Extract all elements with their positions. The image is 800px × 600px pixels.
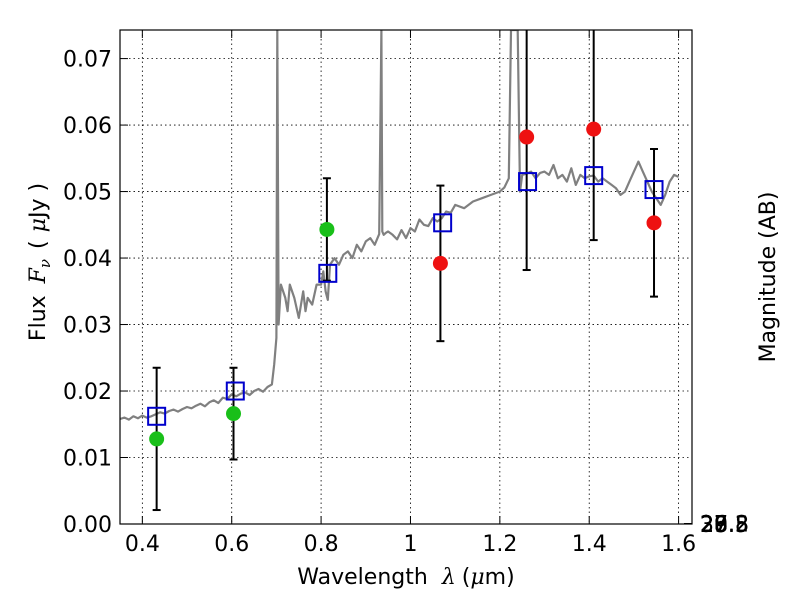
plot-frame — [119, 29, 693, 525]
x-tick-label: 0.4 — [125, 532, 160, 557]
model-photometry-square — [433, 213, 453, 233]
y2-tick-label: 29 — [700, 513, 728, 538]
detection-point — [586, 121, 602, 137]
detection-point — [226, 406, 242, 422]
grid — [120, 30, 692, 524]
detection-point — [432, 255, 448, 271]
y2-tick-label: 27.2 — [700, 513, 749, 538]
x-axis-label-var: λ — [441, 565, 456, 590]
y2-axis-label: Magnitude (AB) — [756, 192, 781, 363]
y-axis-label-open: ( — [26, 240, 51, 249]
model-photometry-square — [518, 172, 538, 192]
y-axis-label-var: F — [26, 267, 51, 284]
x-axis-label-open: ( — [462, 565, 471, 590]
x-tick-label: 1 — [403, 532, 417, 557]
y-tick-label: 0.03 — [63, 314, 112, 339]
model-spectrum-line — [120, 30, 680, 421]
model-photometry-square — [225, 381, 245, 401]
y2-tick-label: 27.5 — [700, 513, 749, 538]
y-axis-label-sub: ν — [36, 259, 54, 268]
x-axis-label: Wavelength λ (μm) — [297, 565, 514, 590]
y-axis-label-mu: μ — [26, 218, 51, 232]
error-bars — [152, 30, 659, 512]
y-axis-label: Flux Fν ( μJy ) — [26, 183, 54, 341]
detection-point — [149, 431, 165, 447]
x-tick-label: 0.8 — [304, 532, 339, 557]
y-tick-label: 0.06 — [63, 114, 112, 139]
model-photometry-square — [584, 166, 604, 186]
x-axis-label-prefix: Wavelength — [297, 565, 428, 590]
y-axis-label-prefix: Flux — [26, 295, 51, 341]
y-tick-label: 0.00 — [63, 513, 112, 538]
x-axis-label-rest: m) — [485, 565, 515, 590]
y-axis-label-rest: Jy ) — [26, 183, 51, 220]
detection-point — [519, 129, 535, 145]
x-tick-label: 1.6 — [661, 532, 696, 557]
y2-tick-label: 30 — [700, 513, 728, 538]
data-markers — [147, 121, 664, 447]
x-axis-label-mu: μ — [470, 565, 484, 590]
model-photometry-square — [644, 180, 664, 200]
y-tick-label: 0.04 — [63, 247, 112, 272]
y2-tick-label: 28.5 — [700, 513, 749, 538]
y2-tick-label: 28 — [700, 513, 728, 538]
x-axis-ticks: 0.4 0.6 0.8 1 1.2 1.4 1.6 — [125, 30, 696, 557]
x-tick-label: 1.2 — [482, 532, 517, 557]
y-tick-label: 0.07 — [63, 48, 112, 73]
detection-point — [646, 215, 662, 231]
y-tick-label: 0.05 — [63, 181, 112, 206]
y-axis-ticks: 0.00 0.01 0.02 0.03 0.04 0.05 0.06 0.07 — [63, 48, 128, 538]
y2-tick-label: 26.8 — [700, 513, 749, 538]
x-tick-label: 1.4 — [572, 532, 607, 557]
x-tick-label: 0.6 — [214, 532, 249, 557]
model-photometry-square — [318, 263, 338, 283]
y-tick-label: 0.01 — [63, 447, 112, 472]
detection-point — [319, 221, 335, 237]
y2-tick-label: 27 — [700, 513, 728, 538]
y-tick-label: 0.02 — [63, 380, 112, 405]
model-photometry-square — [147, 406, 167, 426]
